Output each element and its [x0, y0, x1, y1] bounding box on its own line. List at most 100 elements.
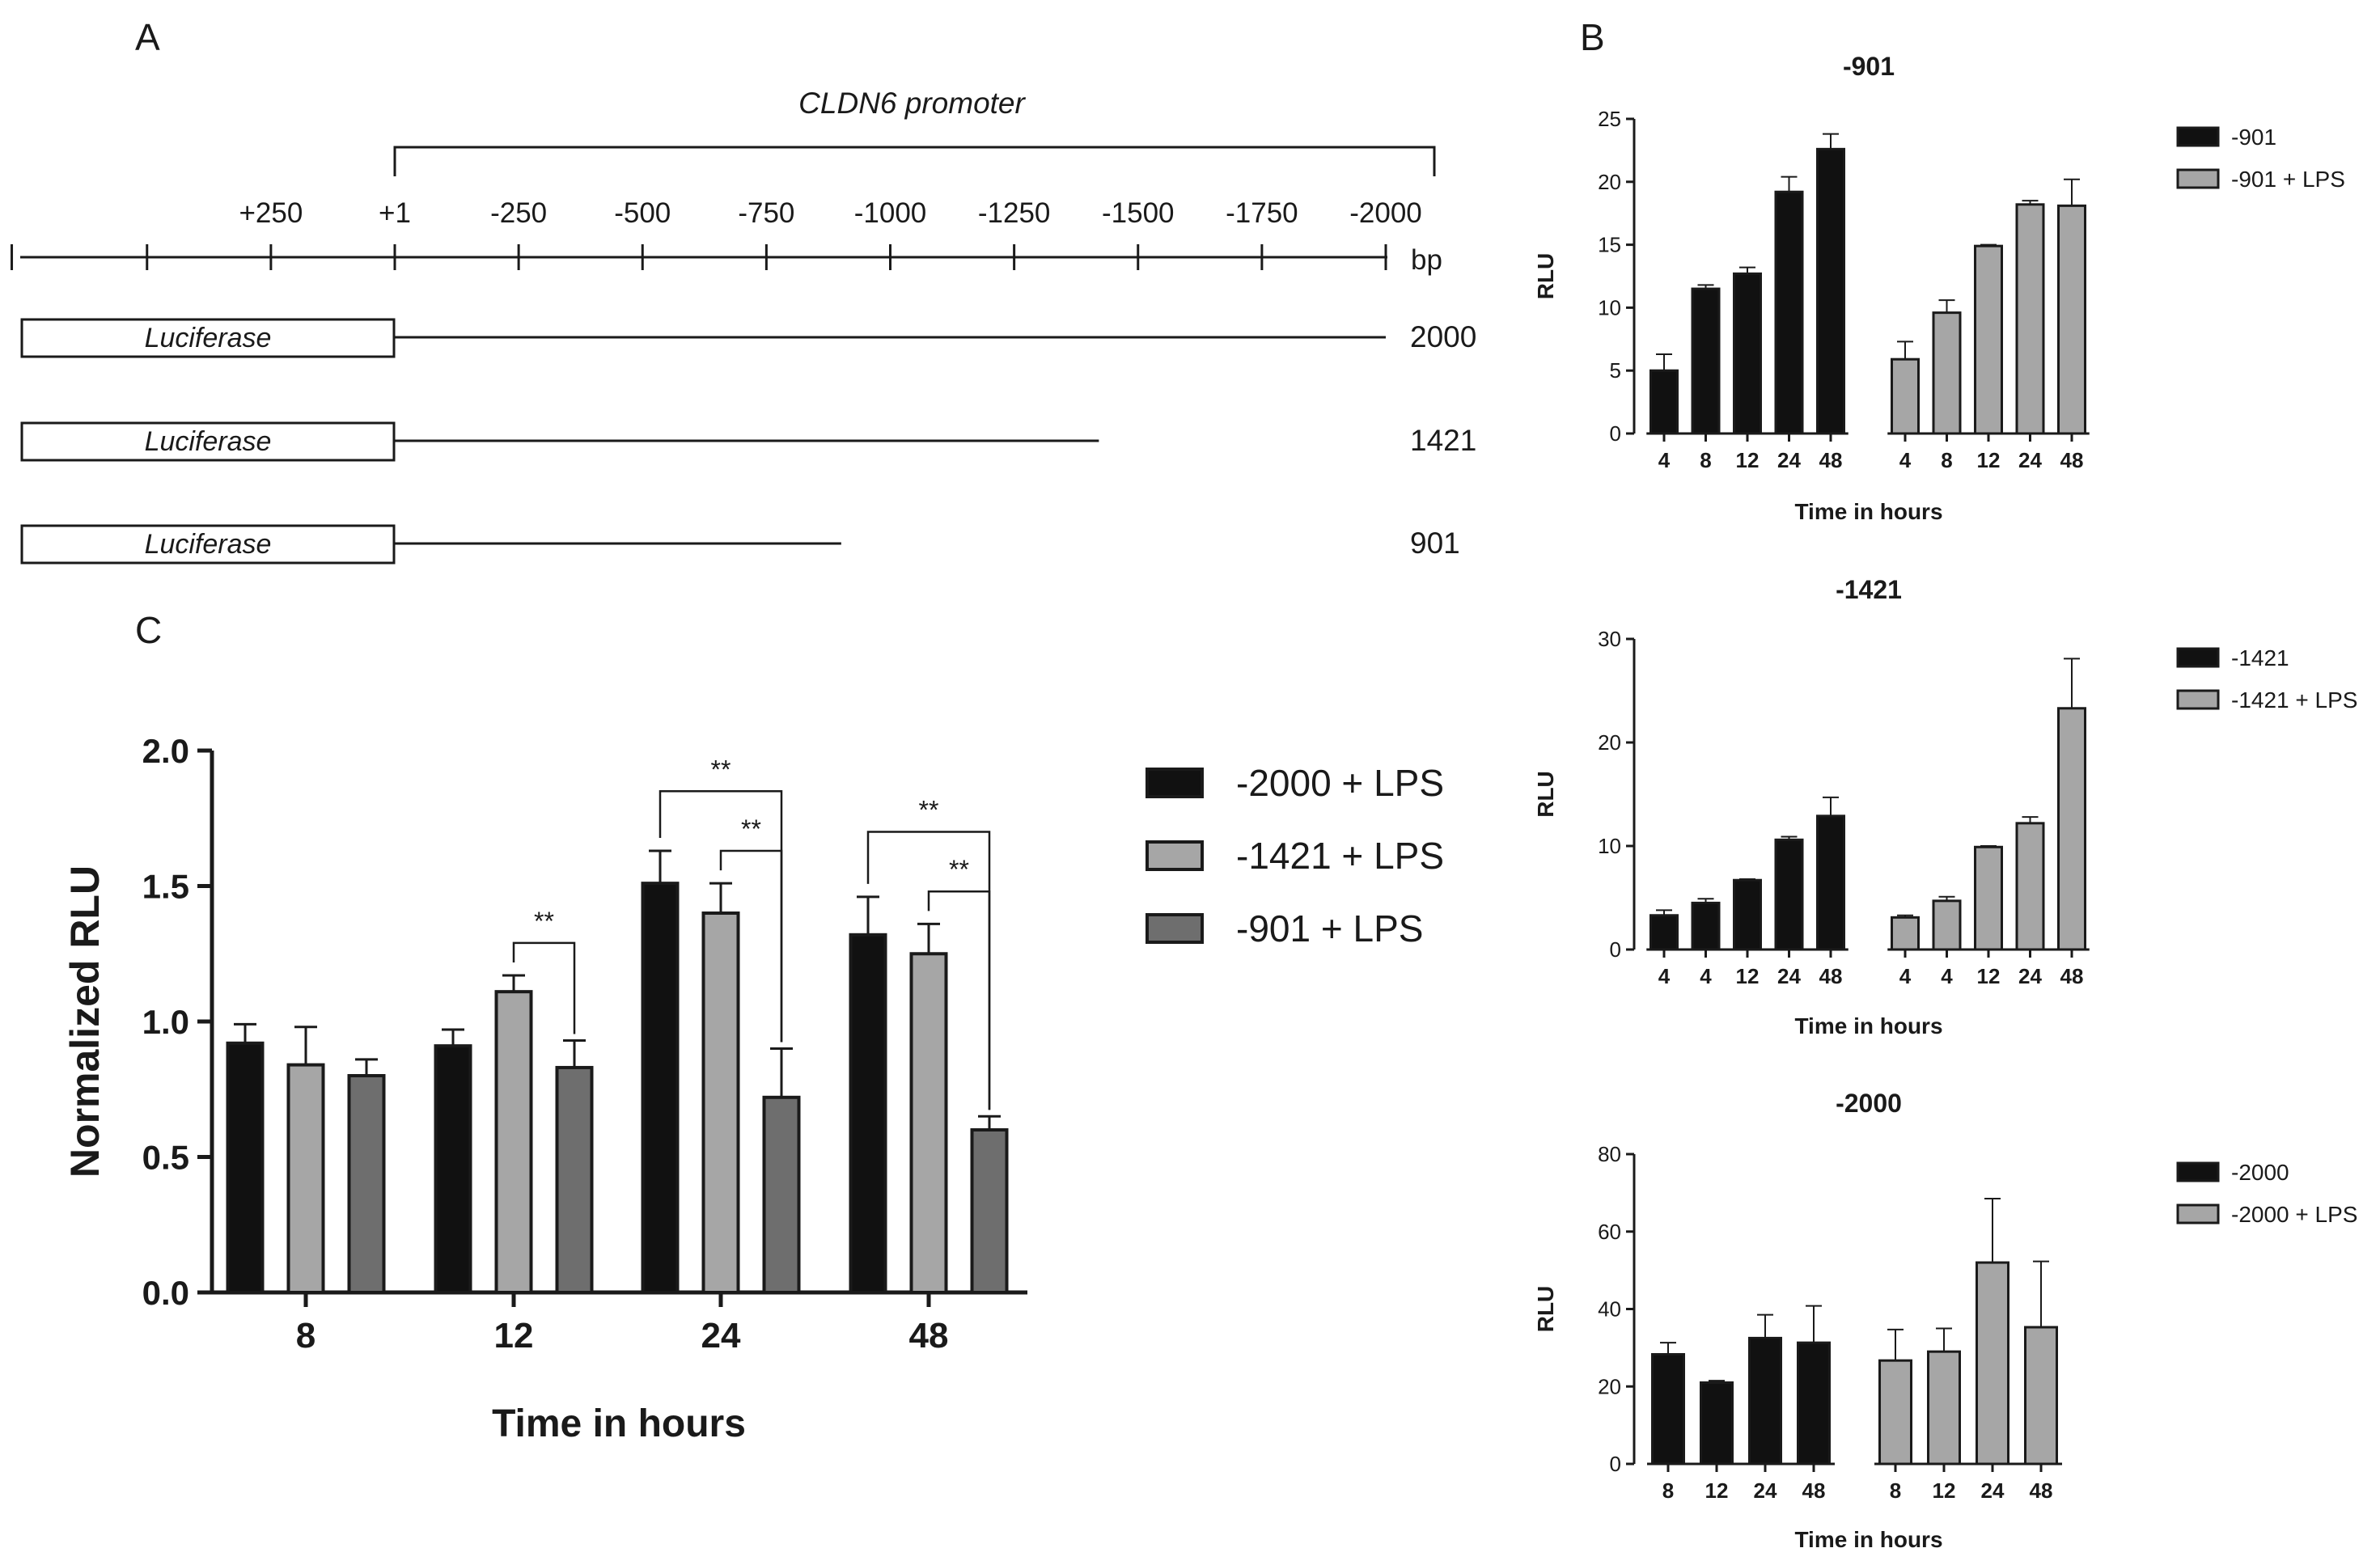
bar — [2057, 707, 2086, 951]
significance-label: ** — [919, 796, 939, 825]
significance-bracket — [927, 890, 991, 1110]
bar — [2024, 1326, 2058, 1466]
panel-a-letter: A — [135, 16, 160, 58]
y-tick-label: 0 — [1610, 421, 1621, 446]
x-tick-label: 12 — [1933, 1478, 1956, 1503]
bar — [1774, 838, 1804, 951]
y-tick-label: 20 — [1598, 170, 1621, 194]
legend-swatch — [2176, 1161, 2220, 1182]
legend-label: -901 + LPS — [1236, 907, 1423, 950]
y-tick-label: 25 — [1598, 107, 1621, 131]
x-tick-label: 12 — [494, 1316, 534, 1356]
bar — [701, 912, 740, 1294]
bar — [1651, 1353, 1685, 1466]
chart-title: -1421 — [1836, 575, 1902, 604]
y-tick-label: 0 — [1610, 937, 1621, 962]
bar — [1691, 901, 1721, 951]
ruler-tick-label: -750 — [738, 197, 794, 229]
legend-swatch — [2176, 689, 2220, 710]
panel-c-letter: C — [135, 609, 162, 651]
ruler-tick-label: -1750 — [1226, 197, 1298, 229]
ruler-unit: bp — [1411, 244, 1442, 276]
luciferase-box — [20, 524, 396, 565]
x-tick-label: 24 — [1981, 1478, 2005, 1503]
chart-title: -2000 — [1836, 1089, 1902, 1118]
x-tick-label: 8 — [1941, 448, 1952, 472]
x-axis-label: Time in hours — [492, 1402, 746, 1445]
bar — [1774, 190, 1804, 435]
x-tick-label: 8 — [1662, 1478, 1674, 1503]
ruler-tick-label: +250 — [239, 197, 303, 229]
luciferase-label: Luciferase — [145, 323, 272, 353]
x-tick-label: 24 — [701, 1316, 741, 1356]
x-tick-label: 24 — [2018, 448, 2042, 472]
legend-label: -901 + LPS — [2231, 167, 2345, 192]
y-tick-label: 1.0 — [142, 1003, 189, 1041]
x-tick-label: 4 — [1899, 964, 1912, 988]
x-tick-label: 48 — [909, 1316, 949, 1356]
x-tick-label: 48 — [2060, 964, 2084, 988]
y-tick-label: 30 — [1598, 627, 1621, 651]
y-tick-label: 80 — [1598, 1142, 1621, 1166]
x-tick-label: 4 — [1658, 448, 1671, 472]
bar — [2015, 203, 2045, 435]
chart-title: -901 — [1843, 52, 1895, 81]
bar — [1748, 1336, 1782, 1466]
y-tick-label: 2.0 — [142, 732, 189, 770]
bar — [1733, 878, 1762, 951]
y-tick-label: 20 — [1598, 1374, 1621, 1398]
bar — [286, 1063, 325, 1294]
y-tick-label: 40 — [1598, 1297, 1621, 1322]
bar — [1974, 244, 2003, 435]
legend-swatch — [2176, 126, 2220, 147]
x-tick-label: 24 — [1777, 448, 1801, 472]
legend-swatch — [2176, 1203, 2220, 1225]
legend-swatch — [1146, 840, 1204, 871]
legend-label: -2000 — [2231, 1160, 2289, 1185]
y-tick-label: 20 — [1598, 730, 1621, 755]
promoter-title: CLDN6 promoter — [798, 87, 1026, 120]
significance-bracket — [719, 849, 783, 1043]
luciferase-label: Luciferase — [145, 529, 272, 560]
legend-label: -1421 + LPS — [2231, 687, 2357, 713]
promoter-bracket — [393, 146, 1436, 176]
legend-swatch — [2176, 168, 2220, 189]
ruler-tick-label: -1000 — [854, 197, 927, 229]
x-axis-label: Time in hours — [1794, 1527, 1942, 1552]
legend-swatch — [1146, 768, 1204, 798]
x-tick-label: 24 — [1777, 964, 1801, 988]
y-tick-label: 0.5 — [142, 1139, 189, 1177]
legend-label: -1421 — [2231, 645, 2289, 670]
x-tick-label: 12 — [1736, 448, 1760, 472]
bar — [909, 952, 948, 1294]
significance-bracket — [512, 941, 576, 1034]
y-tick-label: 5 — [1610, 358, 1621, 383]
x-tick-label: 8 — [1700, 448, 1711, 472]
bar — [1878, 1359, 1912, 1466]
ruler-tick-label: -2000 — [1349, 197, 1422, 229]
legend-label: -2000 + LPS — [1236, 762, 1444, 804]
x-tick-label: 8 — [296, 1316, 315, 1356]
bar — [641, 882, 680, 1295]
bar — [1891, 357, 1920, 435]
x-tick-label: 24 — [2018, 964, 2042, 988]
y-tick-label: 10 — [1598, 834, 1621, 858]
panel-b-letter: B — [1580, 16, 1605, 58]
x-tick-label: 24 — [1754, 1478, 1777, 1503]
bar — [1691, 287, 1721, 435]
x-tick-label: 48 — [1802, 1478, 1826, 1503]
luciferase-label: Luciferase — [145, 426, 272, 457]
bar — [970, 1128, 1009, 1294]
legend-label: -2000 + LPS — [2231, 1202, 2357, 1227]
bar — [1700, 1381, 1734, 1466]
y-tick-label: 0.0 — [142, 1274, 189, 1312]
ruler-tick-label: -1500 — [1102, 197, 1175, 229]
chart-c-normalized: 0.0 0.5 1.0 1.5 2.0 Normalized RLU 8 12 24 48 Time… — [62, 732, 1444, 1445]
x-tick-label: 48 — [2030, 1478, 2053, 1503]
x-tick-label: 4 — [1658, 964, 1671, 988]
x-tick-label: 12 — [1736, 964, 1760, 988]
panel-a-promoter-diagram: CLDN6 promoter +250 +1 -250 -500 -750 -1000 -1… — [11, 87, 1476, 565]
ruler-tick-label: -500 — [614, 197, 671, 229]
bar — [1733, 272, 1762, 435]
